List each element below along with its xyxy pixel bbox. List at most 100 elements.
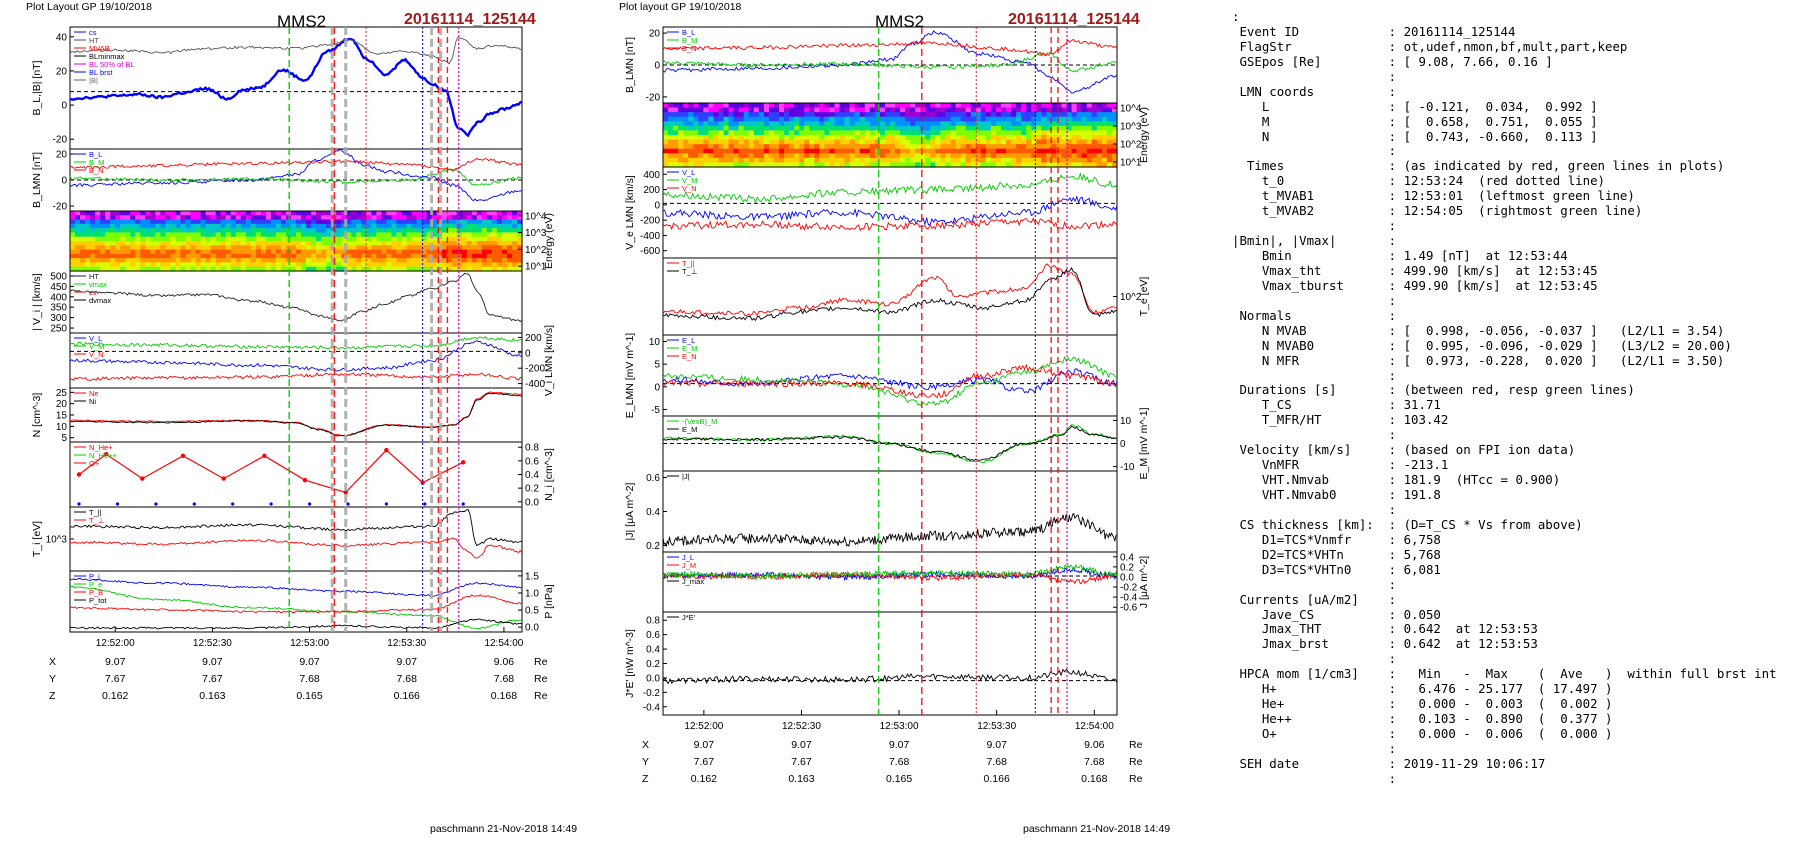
spectrogram-cell [895,162,901,168]
spectrogram-cell [135,232,141,238]
summary-line: N MFR : [ 0.973, -0.228, 0.020 ] (L2/L1 … [1232,352,1725,368]
spectrogram-cell [779,121,785,127]
event-id-title: 20161114_125144 [1008,11,1140,28]
spectrogram-cell [306,236,312,242]
spectrogram-cell [316,232,322,238]
spectrogram-cell [180,241,187,246]
spectrogram-cell [814,139,820,145]
spectrogram-cell [185,253,192,259]
spectrogram-cell [925,153,931,159]
spectrogram-cell [70,223,76,229]
spectrogram-cell [1026,125,1032,132]
spectrogram-cell [758,103,765,109]
spectrogram-cell [688,148,694,154]
spectrogram-cell [698,121,704,127]
spectrogram-cell [220,262,227,268]
spectrogram-cell [476,241,483,246]
spectrogram-cell [864,157,871,164]
spectrogram-cell [351,223,357,229]
spectrogram-cell [190,223,197,229]
spectrogram-cell [1031,116,1037,122]
spectrogram-cell [250,266,257,272]
spectrogram-cell [200,219,207,225]
summary-line: Vmax_tburst : 499.90 [km/s] at 12:53:45 [1232,277,1598,293]
spectrogram-cell [321,236,327,242]
spectrogram-cell [693,107,699,113]
spectrogram-cell [235,245,242,251]
spectrogram-cell [115,253,121,259]
spectrogram-cell [864,112,871,118]
spectrogram-cell [955,121,962,127]
spectrogram-cell [296,262,302,268]
spectrogram-cell [290,266,297,272]
subplot: 10^2T_e [eV]T_||T_⊥ [662,257,1150,336]
y-tick-label: 20 [56,66,68,77]
spectrogram-cell [185,219,192,225]
spectrogram-cell [195,236,202,242]
spectrogram-cell [663,157,669,164]
summary-line: T_MFR/HT : 103.42 [1232,412,1449,428]
spectrogram-cell [753,144,760,150]
position-value: 7.67 [202,673,223,685]
spectrogram-cell [738,107,745,113]
data-point [77,502,81,506]
spectrogram-cell [799,135,805,141]
spectrogram-cell [869,157,876,164]
spectrogram-cell [854,112,861,118]
spectrogram-cell [1076,107,1083,113]
spectrogram-cell [844,103,851,109]
spectrogram-cell [884,148,891,154]
spectrogram-cell [905,125,911,132]
spectrogram-cell [1021,130,1027,136]
spectrogram-cell [311,223,317,229]
spectrogram-cell [135,219,141,225]
spectrogram-cell [879,153,886,159]
spectrogram-cell [491,249,498,255]
spectrogram-cell [884,116,891,122]
spectrogram-cell [235,232,242,238]
spectrogram-cell [1021,144,1027,150]
spectrogram-cell [140,215,146,221]
spectrogram-cell [386,245,393,251]
spectrogram-cell [80,236,86,242]
spectrogram-cell [326,241,332,246]
legend-entry: J*E' [682,613,696,622]
spectrogram-cell [1106,121,1113,127]
spectrogram-cell [1051,107,1058,113]
spectrogram-cell [864,139,871,145]
spectrogram-cell [723,130,730,136]
spectrogram-cell [255,262,262,268]
spectrogram-cell [180,211,187,216]
spectrogram-cell [165,223,172,229]
event-id-title: 20161114_125144 [404,11,536,28]
spectrogram-cell [758,130,765,136]
spectrogram-cell [738,139,745,145]
spectrogram-cell [311,232,317,238]
spectrogram-cell [668,153,674,159]
spectrogram-cell [703,148,709,154]
spectrogram-cell [391,215,398,221]
spectrogram-cell [140,258,146,264]
spectrogram-cell [491,236,498,242]
spectrogram-cell [220,266,227,272]
spectrogram-cell [839,135,846,141]
spectrogram-cell [356,223,362,229]
legend-entry: MVAB [89,44,110,53]
spectrogram-cell [708,116,715,122]
spectrogram-cell [678,135,684,141]
spectrogram-cell [829,148,836,154]
spectrogram-cell [945,144,952,150]
spectrogram-cell [346,223,352,229]
data-point [140,476,145,481]
spectrogram-cell [900,148,906,154]
spectrogram-cell [1091,103,1098,109]
spectrogram-cell [915,157,921,164]
spectrogram-cell [321,253,327,259]
spectrogram-cell [371,232,377,238]
spectrogram-cell [406,219,413,225]
spectrogram-cell [75,249,81,255]
plot-footer: paschmann 21-Nov-2018 14:49 [430,823,577,835]
spectrogram-cell [366,245,372,251]
spectrogram-cell [466,219,473,225]
